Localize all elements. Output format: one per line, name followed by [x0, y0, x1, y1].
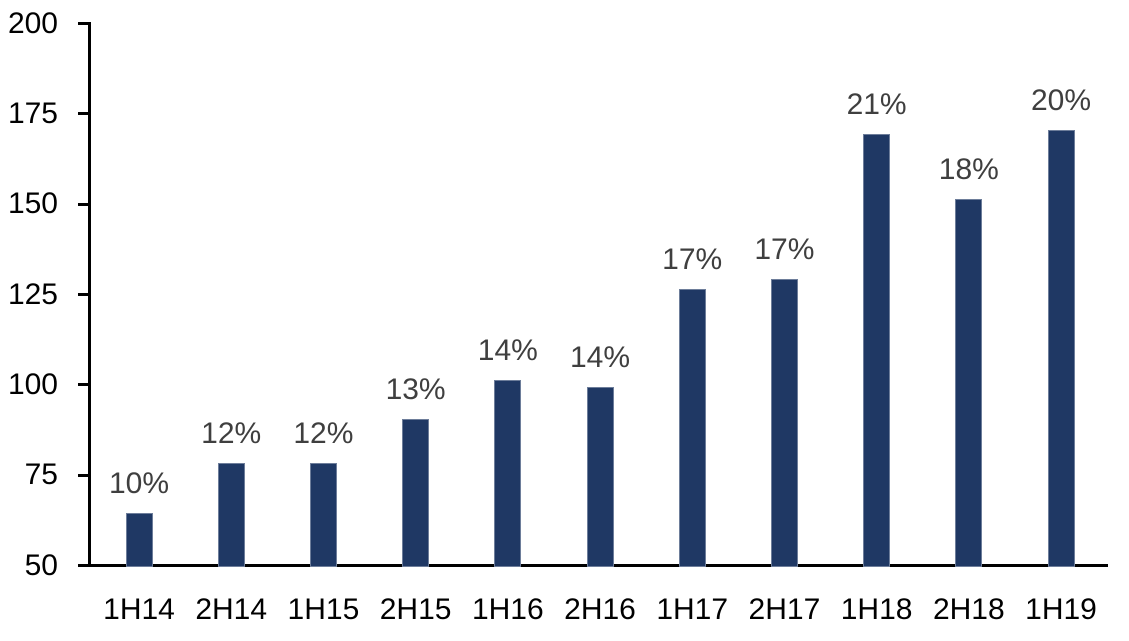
- x-axis-label: 2H14: [195, 593, 268, 626]
- y-axis-tick: [78, 22, 91, 25]
- bar: [770, 278, 798, 567]
- y-axis-tick: [78, 474, 91, 477]
- bar-value-label: 17%: [754, 232, 815, 266]
- bar: [125, 513, 153, 567]
- y-axis-tick: [78, 203, 91, 206]
- x-axis-label: 1H17: [656, 593, 729, 626]
- bar-value-label: 21%: [846, 88, 907, 121]
- bar: [955, 199, 983, 567]
- x-axis-label: 1H16: [471, 593, 544, 626]
- x-axis-label: 1H19: [1025, 593, 1097, 626]
- x-axis-label: 2H18: [932, 593, 1005, 626]
- y-axis-tick: [78, 293, 91, 296]
- bar: [1047, 130, 1075, 567]
- bar-value-label: 17%: [662, 243, 723, 277]
- bar-value-label: 20%: [1030, 84, 1092, 118]
- y-axis-tick: [78, 383, 91, 386]
- bar: [217, 462, 245, 567]
- y-axis-label: 150: [7, 187, 58, 221]
- bar: [309, 462, 337, 567]
- x-axis-label: 1H14: [103, 593, 175, 626]
- bar-value-label: 12%: [293, 416, 354, 450]
- y-axis-label: 75: [24, 458, 58, 492]
- x-axis-label: 2H15: [379, 593, 452, 626]
- bar: [863, 134, 891, 567]
- bar-value-label: 14%: [477, 333, 538, 367]
- bar-value-label: 13%: [385, 373, 446, 407]
- y-axis-label: 100: [7, 367, 58, 401]
- y-axis-label: 175: [7, 96, 58, 130]
- bar: [586, 386, 614, 567]
- y-axis-tick: [78, 112, 91, 115]
- bar: [494, 379, 522, 567]
- y-axis-label: 125: [7, 277, 58, 311]
- bar: [402, 419, 430, 567]
- x-axis-label: 2H17: [748, 593, 821, 626]
- bar-value-label: 12%: [201, 416, 262, 450]
- y-axis-label: 50: [24, 548, 58, 582]
- bar-value-label: 18%: [938, 153, 999, 187]
- bar-value-label: 14%: [569, 340, 631, 374]
- x-axis-label: 1H15: [287, 593, 360, 626]
- x-axis-label: 1H18: [840, 593, 913, 626]
- bar-value-label: 10%: [108, 467, 170, 501]
- y-axis-label: 200: [7, 6, 58, 40]
- x-axis-label: 2H16: [564, 593, 636, 626]
- bar: [678, 289, 706, 567]
